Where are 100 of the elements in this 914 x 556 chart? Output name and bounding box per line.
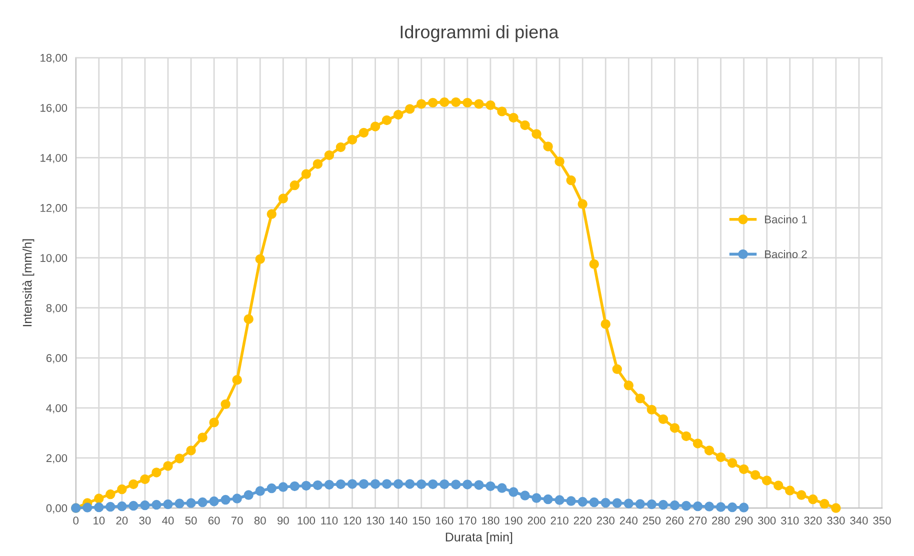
point — [290, 481, 300, 492]
x-tick-label: 350 — [873, 516, 891, 525]
point — [589, 497, 599, 508]
point — [94, 502, 104, 512]
point — [624, 498, 634, 508]
point — [635, 499, 646, 509]
point — [486, 481, 496, 492]
y-tick-label: 8,00 — [46, 304, 68, 314]
point — [462, 480, 472, 490]
x-tick-label: 270 — [689, 516, 707, 525]
x-tick-label: 170 — [459, 516, 476, 525]
x-tick-label: 250 — [642, 516, 661, 525]
point — [393, 479, 404, 489]
y-tick-label: 6,00 — [46, 354, 68, 364]
x-tick-label: 60 — [208, 516, 220, 525]
point — [440, 479, 450, 490]
x-tick-label: 310 — [781, 516, 799, 525]
x-tick-label: 10 — [94, 516, 105, 525]
x-tick-label: 260 — [666, 516, 684, 525]
point — [358, 479, 369, 489]
x-tick-label: 100 — [298, 516, 316, 525]
x-tick-label: 290 — [735, 516, 753, 525]
point — [578, 496, 588, 507]
x-tick-label: 40 — [162, 516, 174, 525]
x-tick-label: 0 — [73, 516, 79, 525]
y-tick-label: 12,00 — [40, 204, 68, 214]
point — [704, 502, 714, 512]
legend-label: Bacino 2 — [765, 250, 807, 258]
point — [497, 483, 507, 493]
x-tick-label: 160 — [436, 516, 454, 525]
x-tick-label: 70 — [231, 516, 243, 525]
point — [520, 490, 530, 500]
point — [382, 479, 392, 489]
point — [82, 502, 92, 512]
point — [186, 498, 196, 508]
x-tick-label: 190 — [505, 516, 522, 525]
point — [451, 480, 461, 490]
x-tick-label: 150 — [412, 516, 430, 525]
point — [324, 480, 334, 490]
x-axis-title: Durata [min] — [446, 532, 512, 544]
x-tick-label: 80 — [254, 516, 266, 525]
point — [209, 496, 219, 506]
y-axis-title: Intensità [mm/h] — [22, 239, 34, 326]
point — [692, 501, 703, 512]
point — [727, 502, 738, 512]
point — [232, 494, 242, 504]
point — [301, 480, 312, 491]
point — [474, 480, 484, 490]
point — [117, 501, 127, 512]
x-tick-label: 300 — [758, 516, 776, 525]
point — [554, 495, 564, 505]
point — [738, 502, 749, 512]
point — [106, 502, 116, 512]
point — [658, 500, 668, 510]
point — [174, 498, 184, 508]
x-tick-label: 110 — [321, 516, 338, 525]
chart-title: Idrogrammi di piena — [400, 25, 559, 42]
x-tick-label: 280 — [712, 516, 730, 525]
point — [163, 499, 173, 510]
point — [508, 487, 518, 497]
x-tick-label: 180 — [482, 516, 500, 525]
point — [543, 494, 553, 504]
y-tick-label: 10,00 — [40, 254, 68, 264]
point — [716, 502, 726, 512]
point — [255, 486, 265, 496]
x-tick-label: 220 — [574, 516, 592, 525]
y-tick-label: 2,00 — [46, 454, 68, 464]
y-tick-label: 0,00 — [46, 504, 68, 514]
y-tick-label: 4,00 — [46, 404, 68, 414]
point — [140, 500, 150, 510]
point — [566, 496, 576, 506]
point — [416, 479, 426, 490]
point — [244, 490, 254, 500]
legend-label: Bacino 1 — [765, 215, 807, 224]
point — [312, 480, 323, 490]
point — [646, 499, 657, 510]
point — [532, 493, 542, 503]
point — [600, 498, 610, 508]
x-tick-label: 130 — [366, 516, 384, 525]
point — [404, 479, 415, 489]
x-tick-label: 340 — [850, 516, 868, 525]
x-tick-label: 140 — [390, 516, 408, 525]
point — [128, 500, 138, 511]
x-tick-label: 330 — [827, 516, 845, 525]
point — [336, 479, 346, 490]
x-tick-label: 230 — [596, 516, 614, 525]
x-tick-label: 30 — [139, 516, 151, 525]
point — [681, 500, 692, 511]
y-tick-label: 14,00 — [40, 154, 68, 164]
y-tick-label: 16,00 — [40, 104, 68, 114]
x-tick-label: 50 — [185, 516, 197, 525]
point — [198, 497, 208, 508]
x-tick-label: 200 — [528, 516, 546, 525]
point — [278, 482, 288, 492]
x-tick-label: 120 — [344, 516, 362, 525]
point — [220, 494, 230, 505]
point — [370, 479, 380, 489]
point — [428, 479, 438, 490]
x-tick-label: 240 — [620, 516, 638, 525]
point — [347, 479, 358, 489]
